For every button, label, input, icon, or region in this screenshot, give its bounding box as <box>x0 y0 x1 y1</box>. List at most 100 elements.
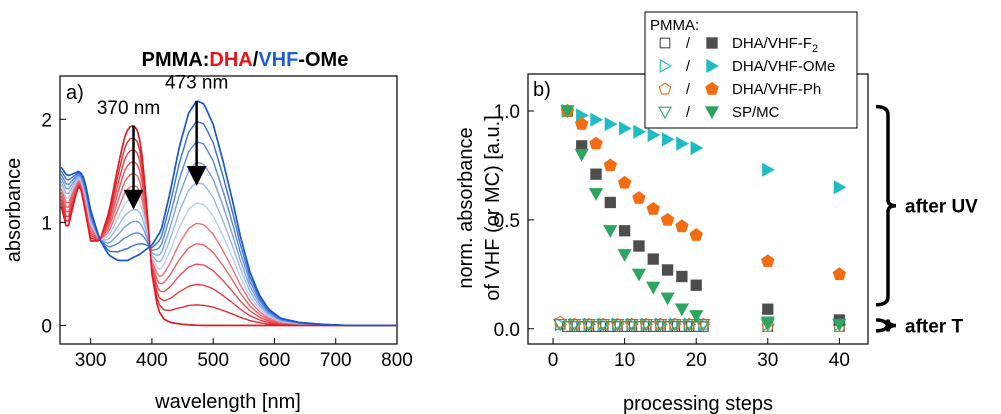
filled-marker <box>590 168 602 180</box>
legend-separator: / <box>686 35 691 52</box>
filled-marker <box>674 303 689 317</box>
panel-a-ticks: 300 400 500 600 700 800 0 1 2 <box>41 110 412 371</box>
x-tick-label: 30 <box>757 350 778 371</box>
filled-marker <box>833 180 847 195</box>
legend-subscript: 2 <box>812 43 818 55</box>
vhf-series-line <box>60 100 397 327</box>
y-tick-label: 0.5 <box>494 211 520 232</box>
x-tick-label: 500 <box>197 350 229 371</box>
legend-open-marker <box>658 106 672 120</box>
filled-marker <box>574 117 589 130</box>
legend-title: PMMA: <box>650 17 699 34</box>
filled-marker <box>661 132 675 147</box>
panel-b-brackets: after UV after T <box>875 104 978 337</box>
open-marker <box>653 319 668 332</box>
filled-marker <box>661 264 674 276</box>
panel-b-legend: PMMA: / DHA/VHF-F2 / DHA/VHF-OMe / DHA/VHF-Ph… <box>644 11 858 129</box>
filled-marker <box>690 279 702 291</box>
bracket <box>875 104 897 307</box>
legend-separator: / <box>686 104 691 121</box>
x-tick-label: 10 <box>614 350 635 371</box>
panel-b-ticks: 0 10 20 30 40 0.0 0.5 1.0 <box>494 102 850 371</box>
title-part-3: VHF <box>258 49 298 71</box>
filled-marker <box>604 116 618 132</box>
filled-marker <box>633 240 645 252</box>
open-marker <box>639 319 654 332</box>
legend-filled-marker <box>706 58 720 74</box>
filled-marker <box>647 127 661 143</box>
filled-marker <box>689 310 704 323</box>
open-marker <box>581 319 596 332</box>
legend-filled-marker <box>705 81 719 95</box>
panel-b-ylabel-line2: of VHF (or MC) [a.u.] <box>482 115 504 301</box>
panel-a-label: a) <box>66 82 84 104</box>
open-marker <box>624 319 639 332</box>
x-tick-label: 300 <box>75 350 107 371</box>
legend-open-marker <box>659 37 671 49</box>
filled-marker <box>603 158 618 172</box>
filled-marker <box>646 201 660 215</box>
filled-marker <box>574 148 589 162</box>
legend-filled-marker <box>704 106 720 120</box>
filled-marker <box>618 225 631 237</box>
y-tick-label: 1 <box>41 213 52 234</box>
legend-separator: / <box>686 81 691 98</box>
legend-separator: / <box>686 58 691 75</box>
x-tick-label: 20 <box>686 350 707 371</box>
annotation-label: 473 nm <box>165 72 228 93</box>
legend-entry: DHA/VHF-F2 <box>732 35 818 55</box>
x-tick-label: 600 <box>259 350 291 371</box>
filled-marker <box>646 281 661 295</box>
filled-marker <box>762 303 774 315</box>
panel-b-ylabel-line1: norm. absorbance <box>455 127 477 288</box>
annotation-label: 370 nm <box>97 98 160 119</box>
x-tick-label: 40 <box>829 350 850 371</box>
filled-marker <box>832 318 847 332</box>
filled-marker <box>617 175 632 189</box>
open-marker <box>696 319 711 332</box>
open-marker <box>682 319 696 332</box>
legend-box <box>644 11 858 129</box>
filled-marker <box>690 140 704 156</box>
legend-open-marker <box>659 59 673 73</box>
legend-filled-marker <box>706 37 718 49</box>
filled-marker <box>676 270 688 283</box>
filled-marker <box>589 136 603 150</box>
title-part-2: / <box>253 49 259 71</box>
filled-marker <box>761 254 775 267</box>
filled-marker <box>631 268 647 282</box>
filled-marker <box>588 188 604 201</box>
x-tick-label: 800 <box>381 350 413 371</box>
title-part-1: DHA <box>209 49 252 71</box>
y-tick-label: 1.0 <box>494 102 520 123</box>
filled-marker <box>832 267 847 281</box>
open-marker <box>596 319 611 332</box>
open-marker <box>610 319 625 332</box>
filled-marker <box>633 124 647 139</box>
open-marker <box>567 319 582 332</box>
filled-marker <box>603 225 618 238</box>
y-tick-label: 0.0 <box>494 320 520 341</box>
filled-marker <box>604 196 616 209</box>
spectrum-curve-9 <box>60 141 397 327</box>
x-tick-label: 700 <box>320 350 352 371</box>
open-marker <box>553 319 568 332</box>
title-part-0: PMMA: <box>142 49 210 71</box>
filled-marker <box>632 191 646 204</box>
panel-b-chart: 0 10 20 30 40 0.0 0.5 1.0 b) processing steps n… <box>455 11 978 414</box>
bracket-label: after T <box>905 316 963 337</box>
bracket <box>875 318 897 333</box>
open-marker <box>667 319 682 332</box>
filled-marker <box>560 105 575 119</box>
filled-marker <box>760 316 775 330</box>
filled-marker <box>647 253 659 265</box>
filled-marker <box>676 136 689 151</box>
panel-a-ylabel: absorbance <box>3 158 25 263</box>
filled-marker <box>618 121 632 136</box>
figure-title: PMMA:DHA/VHF-OMe <box>142 49 349 71</box>
panel-a-xlabel: wavelength [nm] <box>154 391 301 413</box>
legend-entry: DHA/VHF-OMe <box>732 58 835 75</box>
